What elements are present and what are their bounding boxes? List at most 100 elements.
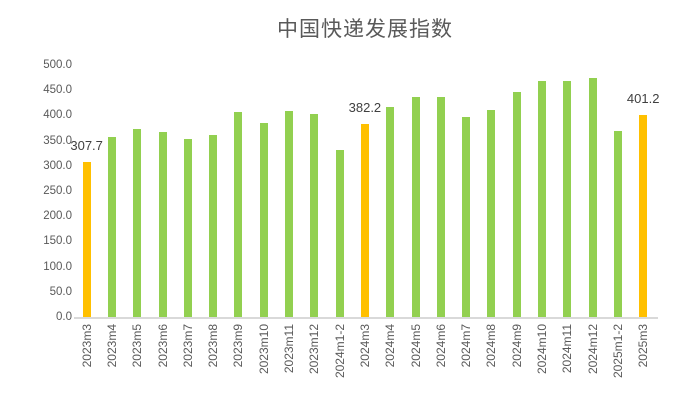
- bar-2025m3: [639, 115, 648, 317]
- y-axis-tick-label: 250.0: [43, 185, 72, 197]
- x-slot-2024m4: 2024m4: [378, 324, 403, 416]
- bar-slot-2023m9: [226, 65, 251, 317]
- x-slot-2024m8: 2024m8: [479, 324, 504, 416]
- bar-2025m1-2: [613, 131, 622, 317]
- x-axis-label-2023m12: 2023m12: [307, 324, 322, 375]
- x-slot-2023m8: 2023m8: [200, 324, 225, 416]
- x-axis-label-2024m4: 2024m4: [383, 324, 398, 368]
- x-slot-2025m1-2: 2025m1-2: [605, 324, 630, 416]
- bar-slot-2023m12: [302, 65, 327, 317]
- x-axis-label-2023m8: 2023m8: [206, 324, 221, 368]
- y-axis-tick-label: 100.0: [43, 260, 72, 273]
- bar-2024m7: [462, 117, 471, 317]
- x-axis-label-2024m5: 2024m5: [408, 324, 423, 368]
- bar-slot-2023m7: [175, 65, 200, 317]
- bar-slot-2025m1-2: [605, 65, 630, 317]
- bar-2023m4: [107, 137, 116, 317]
- bar-slot-2025m3: 401.2: [627, 65, 659, 317]
- x-axis-label-2024m1-2: 2024m1-2: [332, 324, 347, 379]
- x-axis-label-2024m9: 2024m9: [509, 324, 524, 368]
- x-slot-2023m12: 2023m12: [302, 324, 327, 416]
- bar-slot-2023m11: [276, 65, 301, 317]
- x-axis-label-2023m7: 2023m7: [180, 324, 195, 368]
- x-axis-label-2024m10: 2024m10: [534, 324, 549, 375]
- y-axis-tick-label: 350.0: [43, 134, 72, 147]
- bar-slot-2024m5: [403, 65, 428, 317]
- bar-slot-2024m8: [479, 65, 504, 317]
- x-slot-2023m3: 2023m3: [74, 324, 99, 416]
- x-axis-label-2023m10: 2023m10: [256, 324, 271, 375]
- bar-2024m9: [512, 92, 521, 317]
- x-slot-2023m4: 2023m4: [99, 324, 124, 416]
- x-slot-2024m7: 2024m7: [453, 324, 478, 416]
- y-axis-tick-label: 0.0: [56, 311, 72, 323]
- y-axis-tick-label: 200.0: [43, 210, 72, 223]
- x-axis-label-2025m3: 2025m3: [636, 324, 651, 368]
- y-axis-tick-label: 300.0: [43, 159, 72, 172]
- bar-2024m1-2: [335, 150, 344, 317]
- bar-slot-2023m8: [200, 65, 225, 317]
- x-axis-line: [74, 317, 658, 319]
- y-axis-tick-label: 50.0: [49, 285, 72, 298]
- x-axis-label-2024m3: 2024m3: [357, 324, 372, 368]
- x-axis-label-2023m3: 2023m3: [79, 324, 94, 368]
- x-slot-2024m5: 2024m5: [403, 324, 428, 416]
- x-axis-label-2023m6: 2023m6: [155, 324, 170, 368]
- bar-2023m6: [158, 132, 167, 317]
- y-axis-tick-label: 150.0: [43, 235, 72, 248]
- x-slot-2024m3: 2024m3: [352, 324, 377, 416]
- chart-title: 中国快递发展指数: [277, 18, 453, 41]
- bar-series: 307.7 382.2 401.2: [70, 65, 659, 317]
- bar-slot-2024m7: [453, 65, 478, 317]
- bar-2023m7: [183, 139, 192, 317]
- x-slot-2024m11: 2024m11: [555, 324, 580, 416]
- bar-slot-2024m3: 382.2: [349, 65, 381, 317]
- bar-2023m3: [82, 162, 91, 317]
- x-slot-2023m10: 2023m10: [251, 324, 276, 416]
- y-axis-tick-label: 500.0: [43, 59, 72, 71]
- x-slot-2024m10: 2024m10: [529, 324, 554, 416]
- x-axis-label-2023m9: 2023m9: [231, 324, 246, 368]
- x-slot-2024m12: 2024m12: [580, 324, 605, 416]
- bar-slot-2024m1-2: [327, 65, 352, 317]
- bar-slot-2023m4: [99, 65, 124, 317]
- x-slot-2024m6: 2024m6: [428, 324, 453, 416]
- x-slot-2023m6: 2023m6: [150, 324, 175, 416]
- bar-2024m11: [563, 81, 572, 317]
- x-slot-2023m5: 2023m5: [125, 324, 150, 416]
- bar-2023m8: [209, 135, 218, 317]
- x-axis-label-2024m12: 2024m12: [585, 324, 600, 375]
- bar-2024m5: [411, 97, 420, 317]
- x-axis-label-2024m7: 2024m7: [459, 324, 474, 368]
- bar-slot-2024m11: [555, 65, 580, 317]
- bar-slot-2024m12: [580, 65, 605, 317]
- x-slot-2025m3: 2025m3: [631, 324, 656, 416]
- bar-slot-2024m4: [378, 65, 403, 317]
- x-axis-label-2024m6: 2024m6: [433, 324, 448, 368]
- bar-2023m10: [259, 123, 268, 317]
- bar-value-label-2024m3: 382.2: [348, 100, 382, 115]
- x-axis-label-2024m8: 2024m8: [484, 324, 499, 368]
- bar-2023m9: [234, 112, 243, 317]
- x-slot-2023m11: 2023m11: [276, 324, 301, 416]
- bar-2023m12: [310, 114, 319, 317]
- bar-slot-2023m10: [251, 65, 276, 317]
- x-slot-2024m1-2: 2024m1-2: [327, 324, 352, 416]
- bar-slot-2024m10: [529, 65, 554, 317]
- bar-2024m3: [360, 124, 369, 317]
- x-axis-category-labels: 2023m3 2023m4 2023m5 2023m6 2023m7 2023m8 2023…: [74, 324, 656, 416]
- x-axis-label-2023m4: 2023m4: [104, 324, 119, 368]
- x-axis-label-2023m11: 2023m11: [282, 324, 297, 374]
- x-axis-label-2024m11: 2024m11: [560, 324, 575, 374]
- bar-value-label-2023m3: 307.7: [70, 138, 103, 153]
- bar-2024m8: [487, 110, 496, 317]
- bar-slot-2024m6: [428, 65, 453, 317]
- bar-slot-2023m5: [125, 65, 150, 317]
- x-slot-2023m7: 2023m7: [175, 324, 200, 416]
- bar-slot-2023m3: 307.7: [70, 65, 103, 317]
- bar-2023m11: [285, 111, 294, 317]
- bar-slot-2024m9: [504, 65, 529, 317]
- x-slot-2024m9: 2024m9: [504, 324, 529, 416]
